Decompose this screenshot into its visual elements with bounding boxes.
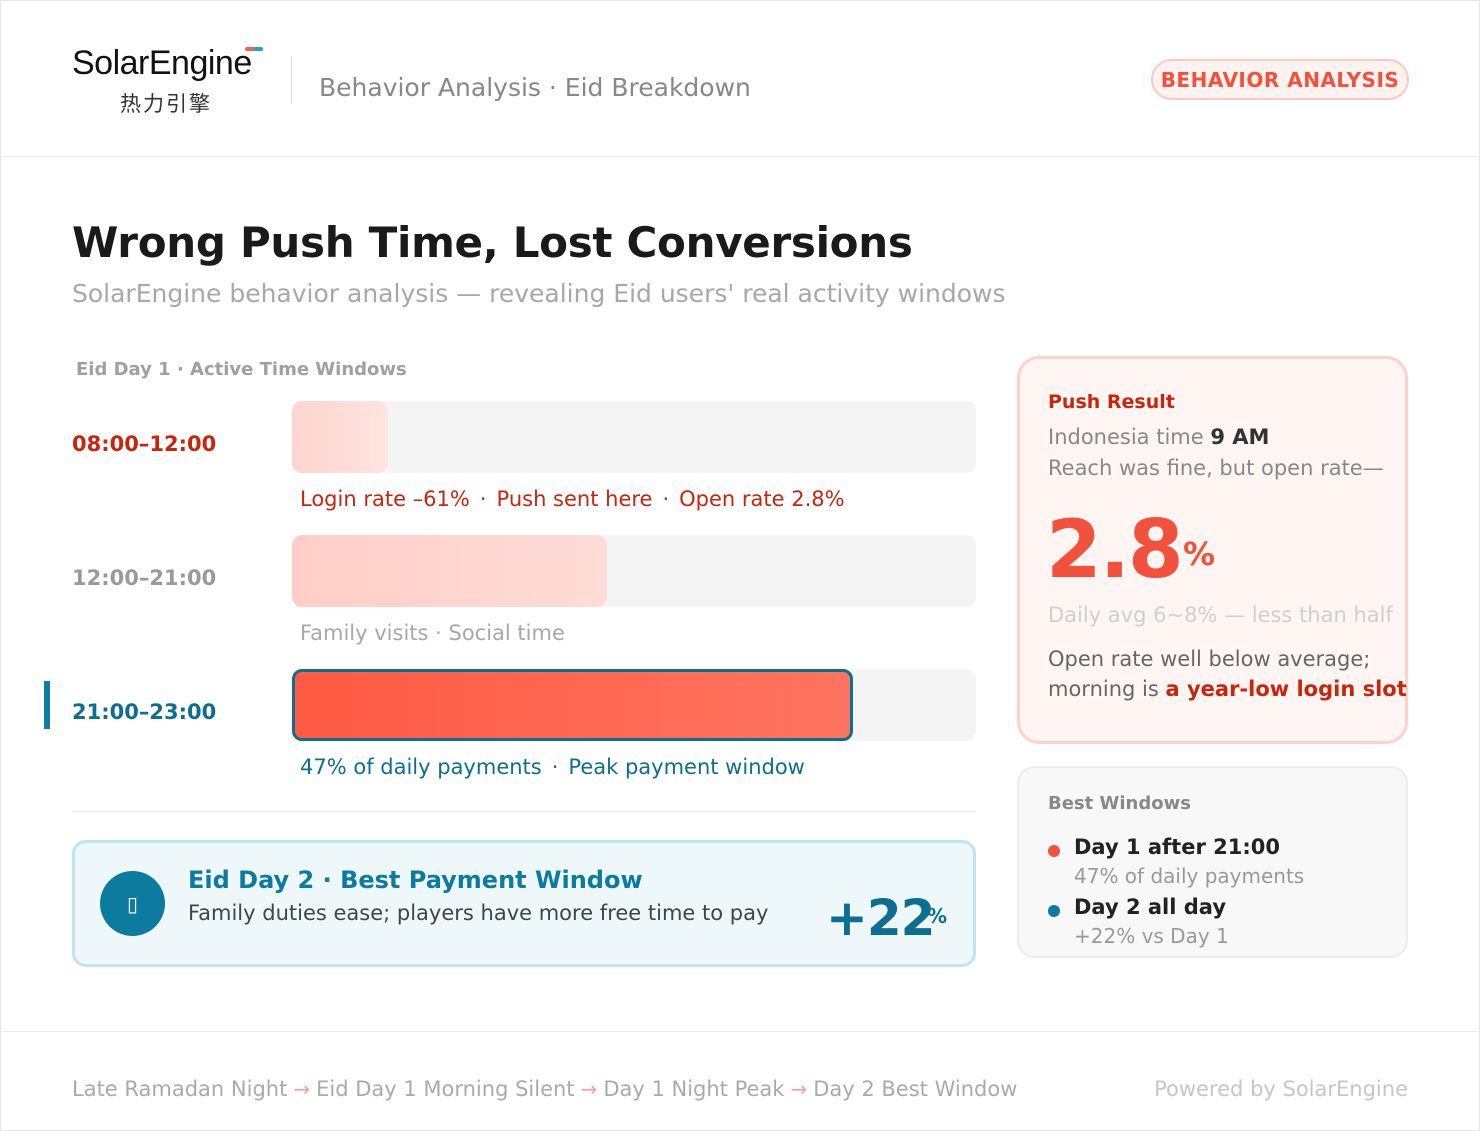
push-conclusion-line1: Open rate well below average; bbox=[1048, 647, 1371, 671]
page-subtitle: SolarEngine behavior analysis — revealin… bbox=[72, 279, 1006, 308]
activity-bar-morning bbox=[292, 401, 388, 473]
logo: SolarEngine 热力引擎 bbox=[72, 44, 272, 120]
note-separator: · bbox=[551, 755, 559, 779]
note-peak-window: Peak payment window bbox=[568, 755, 805, 779]
flow-step: Day 2 Best Window bbox=[813, 1077, 1018, 1101]
breadcrumb: Behavior Analysis · Eid Breakdown bbox=[319, 73, 751, 102]
night-notes: 47% of daily payments · Peak payment windo… bbox=[300, 755, 805, 779]
note-login-rate: Login rate –61% bbox=[300, 487, 470, 511]
push-reach-line: Reach was fine, but open rate— bbox=[1048, 456, 1384, 480]
section-divider bbox=[72, 811, 976, 812]
category-badge: BEHAVIOR ANALYSIS bbox=[1151, 59, 1409, 100]
note-daily-payments: 47% of daily payments bbox=[300, 755, 542, 779]
logo-wordmark: SolarEngine bbox=[72, 44, 252, 82]
red-dot-icon bbox=[1048, 845, 1060, 857]
open-rate-value: 2.8 bbox=[1046, 503, 1184, 596]
time-label-night: 21:00–23:00 bbox=[72, 700, 217, 724]
push-time-prefix: Indonesia time bbox=[1048, 425, 1211, 449]
footer-flow: Late Ramadan Night → Eid Day 1 Morning S… bbox=[72, 1077, 1017, 1101]
active-row-marker bbox=[44, 681, 50, 729]
header bbox=[0, 0, 1480, 157]
day2-uplift-value: +22 bbox=[826, 889, 935, 947]
day2-card bbox=[72, 840, 976, 967]
best-window-sub: 47% of daily payments bbox=[1074, 864, 1305, 888]
page-title: Wrong Push Time, Lost Conversions bbox=[72, 218, 913, 267]
push-conclusion-prefix: morning is bbox=[1048, 677, 1166, 701]
time-label-afternoon: 12:00–21:00 bbox=[72, 566, 217, 590]
flow-step: Late Ramadan Night bbox=[72, 1077, 288, 1101]
logo-chinese: 热力引擎 bbox=[120, 92, 212, 116]
morning-notes: Login rate –61% · Push sent here · Open rate… bbox=[300, 487, 845, 511]
flow-step: Day 1 Night Peak bbox=[603, 1077, 785, 1101]
daily-average-note: Daily avg 6~8% — less than half bbox=[1048, 603, 1393, 627]
push-conclusion-highlight: a year-low login slot bbox=[1165, 677, 1407, 701]
note-separator: · bbox=[479, 487, 487, 511]
best-window-title: Day 1 after 21:00 bbox=[1074, 835, 1280, 859]
activity-bar-afternoon bbox=[292, 535, 607, 607]
best-window-title: Day 2 all day bbox=[1074, 895, 1227, 919]
push-result-card bbox=[1017, 356, 1408, 744]
push-result-label: Push Result bbox=[1048, 391, 1175, 413]
powered-by: Powered by SolarEngine bbox=[1154, 1077, 1408, 1101]
note-open-rate: Open rate 2.8% bbox=[679, 487, 845, 511]
best-window-sub: +22% vs Day 1 bbox=[1074, 924, 1229, 948]
day2-title: Eid Day 2 · Best Payment Window bbox=[188, 866, 643, 894]
afternoon-notes: Family visits · Social time bbox=[300, 621, 565, 645]
arrow-right-icon: → bbox=[293, 1077, 311, 1101]
day2-uplift-unit: % bbox=[927, 904, 948, 928]
note-family-visits: Family visits · Social time bbox=[300, 621, 565, 645]
note-push-sent: Push sent here bbox=[496, 487, 653, 511]
timeline-label: Eid Day 1 · Active Time Windows bbox=[76, 359, 407, 380]
open-rate-unit: % bbox=[1183, 535, 1216, 573]
arrow-right-icon: → bbox=[790, 1077, 808, 1101]
push-conclusion-line2: morning is a year-low login slot bbox=[1048, 677, 1407, 701]
footer bbox=[0, 1031, 1480, 1131]
time-label-morning: 08:00–12:00 bbox=[72, 432, 217, 456]
push-time-line: Indonesia time 9 AM bbox=[1048, 425, 1269, 449]
activity-bar-night bbox=[292, 669, 853, 741]
teal-dot-icon bbox=[1048, 905, 1060, 917]
note-separator: · bbox=[662, 487, 670, 511]
logo-accent-bar bbox=[245, 47, 263, 51]
day2-description: Family duties ease; players have more fr… bbox=[188, 901, 769, 925]
header-divider bbox=[291, 56, 292, 104]
best-windows-label: Best Windows bbox=[1048, 793, 1191, 814]
push-time-value: 9 AM bbox=[1210, 425, 1270, 449]
calendar-icon: ▯ bbox=[100, 871, 165, 936]
best-windows-card bbox=[1017, 766, 1408, 958]
arrow-right-icon: → bbox=[580, 1077, 598, 1101]
activity-track-morning bbox=[292, 401, 976, 473]
flow-step: Eid Day 1 Morning Silent bbox=[316, 1077, 575, 1101]
